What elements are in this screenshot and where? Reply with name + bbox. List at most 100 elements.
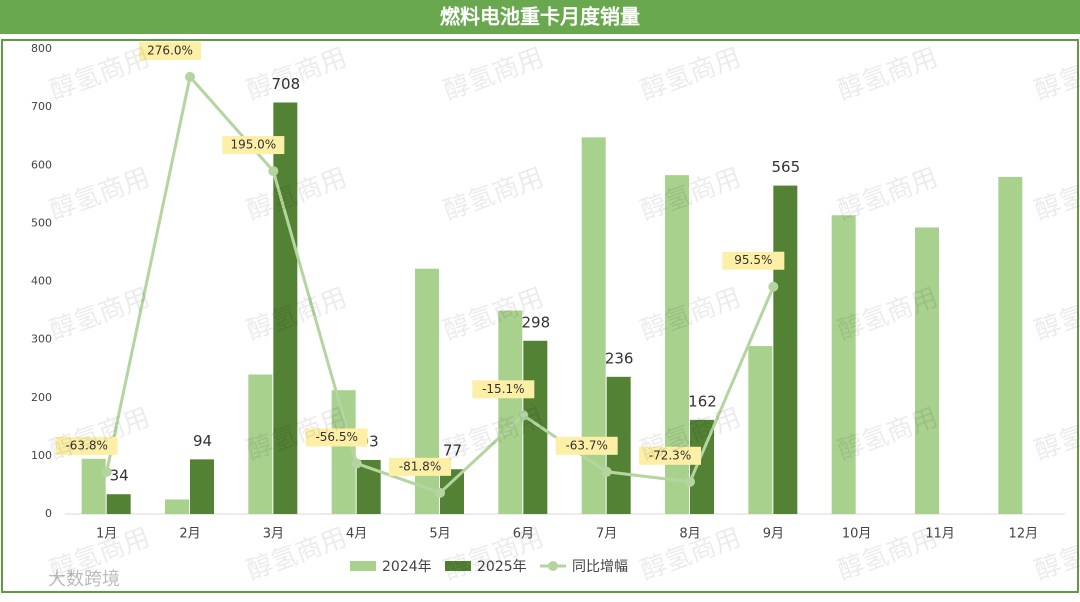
data-label: -63.8% — [65, 438, 107, 452]
label-box — [472, 380, 535, 399]
chart-title: 燃料电池重卡月度销量 — [440, 5, 640, 29]
data-label: 94 — [193, 432, 212, 450]
line-marker — [685, 476, 695, 487]
data-label: 565 — [772, 158, 801, 176]
x-tick-label: 10月 — [842, 527, 872, 542]
legend-label: 2025年 — [477, 559, 527, 575]
line-marker — [268, 166, 279, 177]
watermark: 醇氢商用 — [834, 163, 942, 227]
line-marker — [518, 410, 529, 421]
data-label: -56.5% — [315, 430, 357, 444]
bar — [831, 215, 856, 515]
watermark: 醇氢商用 — [46, 163, 154, 227]
y-tick-label: 100 — [31, 449, 52, 462]
bar — [915, 227, 939, 514]
data-label: -63.7% — [565, 438, 607, 452]
data-label: 236 — [605, 349, 634, 367]
x-tick-label: 8月 — [679, 527, 700, 542]
watermark: 醇氢商用 — [1031, 283, 1080, 347]
x-tick-label: 12月 — [1009, 527, 1039, 542]
label-box — [555, 436, 618, 455]
bar — [165, 499, 189, 514]
watermark: 醇氢商用 — [637, 43, 745, 107]
watermark: 醇氢商用 — [1031, 403, 1080, 467]
x-tick-label: 6月 — [513, 527, 534, 542]
line-marker — [101, 466, 112, 477]
data-label: 34 — [110, 467, 129, 485]
watermark: 醇氢商用 — [1031, 43, 1080, 107]
bar — [415, 268, 439, 514]
legend-label: 同比增幅 — [572, 559, 628, 575]
x-tick-label: 5月 — [429, 527, 450, 542]
line-marker — [351, 458, 362, 469]
watermark: 醇氢商用 — [440, 43, 548, 107]
watermark: 醇氢商用 — [637, 283, 745, 347]
legend-swatch — [445, 561, 471, 571]
bar — [773, 185, 798, 514]
data-label: 162 — [688, 392, 717, 410]
bar — [248, 374, 273, 514]
data-label: 95.5% — [734, 253, 772, 267]
label-box — [639, 446, 701, 465]
y-tick-label: 700 — [31, 100, 52, 113]
bar — [190, 459, 214, 514]
legend-label: 2024年 — [382, 559, 432, 575]
watermark: 醇氢商用 — [46, 43, 154, 107]
watermark: 醇氢商用 — [440, 283, 548, 347]
x-tick-label: 7月 — [596, 527, 617, 542]
y-tick-label: 0 — [45, 507, 52, 520]
line-marker — [435, 487, 445, 498]
chart-border — [1, 39, 1079, 593]
bar — [81, 458, 106, 514]
bar — [498, 310, 523, 514]
x-tick-label: 2月 — [179, 527, 200, 542]
watermark: 醇氢商用 — [46, 403, 154, 467]
watermark: 醇氢商用 — [1031, 523, 1080, 587]
bar — [331, 390, 356, 514]
y-tick-label: 300 — [31, 333, 52, 346]
watermark: 醇氢商用 — [243, 43, 351, 107]
footer: 大数跨境 — [48, 569, 120, 590]
data-label: 276.0% — [147, 43, 193, 57]
x-tick-label: 1月 — [96, 527, 117, 542]
label-box — [222, 136, 285, 155]
data-label: -81.8% — [399, 459, 441, 473]
line-marker — [601, 466, 612, 477]
label-box — [389, 457, 451, 476]
title-bar — [0, 0, 1080, 34]
data-label: 195.0% — [230, 138, 276, 152]
line-marker — [768, 281, 779, 292]
data-label: -15.1% — [482, 382, 524, 396]
watermark: 醇氢商用 — [440, 523, 548, 587]
data-label: -72.3% — [649, 448, 691, 462]
y-tick-label: 400 — [31, 275, 52, 288]
bar — [106, 494, 131, 514]
data-label: 77 — [443, 442, 462, 460]
x-tick-label: 9月 — [763, 527, 784, 542]
y-tick-label: 600 — [31, 158, 52, 171]
watermark: 醇氢商用 — [637, 163, 745, 227]
line-marker — [185, 71, 195, 82]
label-box — [55, 436, 118, 455]
x-tick-label: 3月 — [263, 527, 284, 542]
watermark: 醇氢商用 — [834, 43, 942, 107]
y-tick-label: 500 — [31, 216, 52, 229]
data-label: 708 — [272, 75, 301, 93]
watermark: 醇氢商用 — [1031, 163, 1080, 227]
bar — [998, 176, 1023, 514]
watermark: 醇氢商用 — [46, 283, 154, 347]
x-tick-label: 4月 — [346, 527, 367, 542]
label-box — [722, 251, 785, 270]
legend-swatch — [350, 561, 376, 571]
watermark: 醇氢商用 — [440, 163, 548, 227]
legend-swatch — [548, 561, 558, 571]
watermark: 醇氢商用 — [243, 523, 351, 587]
y-tick-label: 200 — [31, 391, 52, 404]
data-label: 298 — [522, 313, 551, 331]
x-tick-label: 11月 — [925, 527, 955, 542]
bar — [748, 346, 773, 514]
label-box — [139, 41, 201, 60]
y-tick-label: 800 — [31, 42, 52, 55]
label-box — [305, 428, 368, 447]
